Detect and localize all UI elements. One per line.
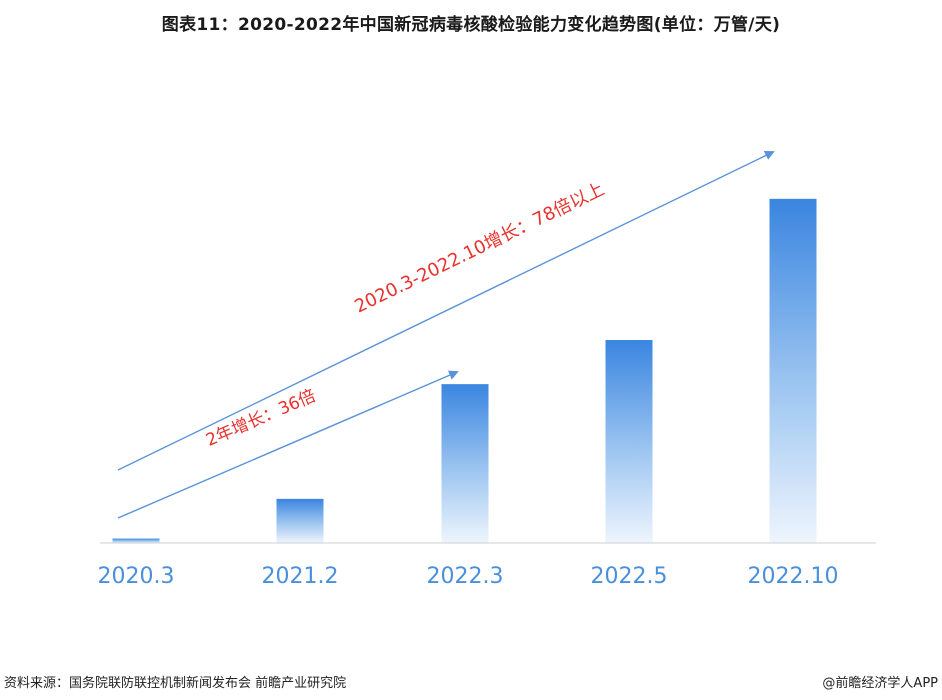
chart-title: 图表11：2020-2022年中国新冠病毒核酸检验能力变化趋势图(单位：万管/天… xyxy=(161,15,781,35)
growth-arrow xyxy=(117,151,775,471)
bar-2020.3 xyxy=(112,538,160,543)
x-tick-label: 2022.3 xyxy=(427,564,504,589)
bar-2022.10 xyxy=(769,198,817,543)
x-tick-label: 2020.3 xyxy=(98,564,175,589)
x-tick-label: 2022.10 xyxy=(748,564,839,589)
credit-note: @前瞻经济学人APP xyxy=(822,676,938,691)
growth-annotation-label: 2020.3-2022.10增长：78倍以上 xyxy=(351,179,607,318)
x-tick-label: 2022.5 xyxy=(591,564,668,589)
growth-arrow xyxy=(117,370,459,519)
bar-2022.5 xyxy=(605,340,653,543)
bar-2022.3 xyxy=(441,384,489,543)
bar-2021.2 xyxy=(276,498,324,543)
growth-annotation-label: 2年增长：36倍 xyxy=(203,386,319,451)
source-note: 资料来源：国务院联防联控机制新闻发布会 前瞻产业研究院 xyxy=(4,676,347,691)
x-tick-label: 2021.2 xyxy=(262,564,339,589)
